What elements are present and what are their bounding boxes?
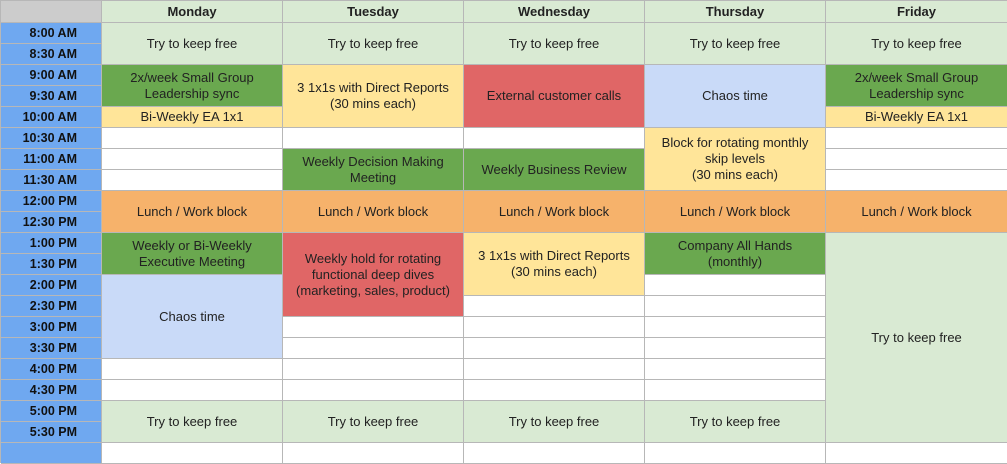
time-label[interactable]: 1:00 PM <box>1 233 102 254</box>
event-thu-all-hands[interactable]: Company All Hands (monthly) <box>645 233 826 275</box>
event-tue-keep-free-pm[interactable]: Try to keep free <box>283 401 464 443</box>
empty-cell[interactable] <box>645 296 826 317</box>
event-thu-keep-free-pm[interactable]: Try to keep free <box>645 401 826 443</box>
event-fri-ea-1x1[interactable]: Bi-Weekly EA 1x1 <box>826 107 1007 128</box>
event-fri-small-group-sync[interactable]: 2x/week Small Group Leadership sync <box>826 65 1007 107</box>
event-mon-keep-free-pm[interactable]: Try to keep free <box>102 401 283 443</box>
event-wed-business-review[interactable]: Weekly Business Review <box>464 149 645 191</box>
empty-cell[interactable] <box>645 443 826 464</box>
event-fri-keep-free-am[interactable]: Try to keep free <box>826 23 1007 65</box>
empty-cell[interactable] <box>102 359 283 380</box>
event-mon-keep-free-am[interactable]: Try to keep free <box>102 23 283 65</box>
event-tue-1x1s-direct-reports[interactable]: 3 1x1s with Direct Reports (30 mins each… <box>283 65 464 128</box>
empty-cell[interactable] <box>645 317 826 338</box>
event-thu-chaos-time[interactable]: Chaos time <box>645 65 826 128</box>
empty-cell[interactable] <box>102 149 283 170</box>
empty-cell[interactable] <box>464 296 645 317</box>
time-label[interactable]: 12:30 PM <box>1 212 102 233</box>
event-mon-small-group-sync[interactable]: 2x/week Small Group Leadership sync <box>102 65 283 107</box>
empty-cell[interactable] <box>283 359 464 380</box>
event-tue-deep-dives[interactable]: Weekly hold for rotating functional deep… <box>283 233 464 317</box>
time-label[interactable]: 2:00 PM <box>1 275 102 296</box>
event-mon-executive-meeting[interactable]: Weekly or Bi-Weekly Executive Meeting <box>102 233 283 275</box>
time-label[interactable]: 11:30 AM <box>1 170 102 191</box>
time-label[interactable]: 4:00 PM <box>1 359 102 380</box>
time-label-blank[interactable] <box>1 443 102 464</box>
time-label[interactable]: 8:00 AM <box>1 23 102 44</box>
time-label[interactable]: 9:30 AM <box>1 86 102 107</box>
empty-cell[interactable] <box>464 128 645 149</box>
empty-cell[interactable] <box>102 128 283 149</box>
event-thu-lunch[interactable]: Lunch / Work block <box>645 191 826 233</box>
empty-cell[interactable] <box>826 149 1007 170</box>
time-label[interactable]: 5:00 PM <box>1 401 102 422</box>
empty-cell[interactable] <box>464 317 645 338</box>
time-label[interactable]: 3:00 PM <box>1 317 102 338</box>
time-label[interactable]: 12:00 PM <box>1 191 102 212</box>
empty-cell[interactable] <box>645 275 826 296</box>
day-header-thursday[interactable]: Thursday <box>645 1 826 23</box>
event-wed-customer-calls[interactable]: External customer calls <box>464 65 645 128</box>
empty-cell[interactable] <box>283 317 464 338</box>
day-header-friday[interactable]: Friday <box>826 1 1007 23</box>
empty-cell[interactable] <box>102 170 283 191</box>
event-fri-keep-free-pm[interactable]: Try to keep free <box>826 233 1007 443</box>
event-mon-ea-1x1[interactable]: Bi-Weekly EA 1x1 <box>102 107 283 128</box>
time-label[interactable]: 1:30 PM <box>1 254 102 275</box>
empty-cell[interactable] <box>283 380 464 401</box>
event-tue-keep-free-am[interactable]: Try to keep free <box>283 23 464 65</box>
time-label[interactable]: 8:30 AM <box>1 44 102 65</box>
empty-cell[interactable] <box>102 443 283 464</box>
day-header-monday[interactable]: Monday <box>102 1 283 23</box>
empty-cell[interactable] <box>283 443 464 464</box>
empty-cell[interactable] <box>826 170 1007 191</box>
time-label[interactable]: 11:00 AM <box>1 149 102 170</box>
time-label[interactable]: 10:00 AM <box>1 107 102 128</box>
empty-cell[interactable] <box>826 128 1007 149</box>
empty-cell[interactable] <box>464 359 645 380</box>
event-wed-1x1s-direct-reports[interactable]: 3 1x1s with Direct Reports (30 mins each… <box>464 233 645 296</box>
time-label[interactable]: 2:30 PM <box>1 296 102 317</box>
empty-cell[interactable] <box>102 380 283 401</box>
corner-cell[interactable] <box>1 1 102 23</box>
event-tue-decision-meeting[interactable]: Weekly Decision Making Meeting <box>283 149 464 191</box>
time-label[interactable]: 9:00 AM <box>1 65 102 86</box>
event-fri-lunch[interactable]: Lunch / Work block <box>826 191 1007 233</box>
time-label[interactable]: 10:30 AM <box>1 128 102 149</box>
time-label[interactable]: 4:30 PM <box>1 380 102 401</box>
empty-cell[interactable] <box>283 128 464 149</box>
empty-cell[interactable] <box>826 443 1007 464</box>
empty-cell[interactable] <box>464 443 645 464</box>
event-mon-lunch[interactable]: Lunch / Work block <box>102 191 283 233</box>
event-tue-lunch[interactable]: Lunch / Work block <box>283 191 464 233</box>
event-wed-keep-free-pm[interactable]: Try to keep free <box>464 401 645 443</box>
event-wed-lunch[interactable]: Lunch / Work block <box>464 191 645 233</box>
empty-cell[interactable] <box>645 359 826 380</box>
empty-cell[interactable] <box>464 380 645 401</box>
event-mon-chaos-time[interactable]: Chaos time <box>102 275 283 359</box>
empty-cell[interactable] <box>645 338 826 359</box>
event-thu-keep-free-am[interactable]: Try to keep free <box>645 23 826 65</box>
day-header-wednesday[interactable]: Wednesday <box>464 1 645 23</box>
empty-cell[interactable] <box>645 380 826 401</box>
time-label[interactable]: 3:30 PM <box>1 338 102 359</box>
empty-cell[interactable] <box>283 338 464 359</box>
day-header-tuesday[interactable]: Tuesday <box>283 1 464 23</box>
empty-cell[interactable] <box>464 338 645 359</box>
event-thu-skip-levels[interactable]: Block for rotating monthly skip levels (… <box>645 128 826 191</box>
event-wed-keep-free-am[interactable]: Try to keep free <box>464 23 645 65</box>
time-label[interactable]: 5:30 PM <box>1 422 102 443</box>
